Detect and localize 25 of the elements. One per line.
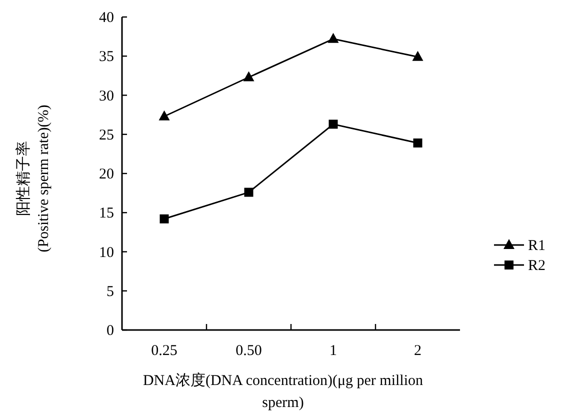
y-tick-label: 25 <box>99 127 114 144</box>
point <box>243 71 254 82</box>
point <box>244 188 254 197</box>
point <box>160 214 169 224</box>
x-tick-label: 0.25 <box>151 343 178 359</box>
y-tick-label: 15 <box>99 206 114 222</box>
y-tick-label: 35 <box>99 49 114 66</box>
point <box>328 120 338 129</box>
y-tick-label: 10 <box>99 244 114 261</box>
x-tick-label: 0.50 <box>236 343 262 359</box>
y-axis-title: 阳性精子率 (Positive sperm rate)(%) <box>15 104 52 252</box>
y-tick-label: 5 <box>106 284 114 300</box>
legend-label: R2 <box>528 258 546 274</box>
y-tick-label: 20 <box>99 166 114 182</box>
point <box>328 32 339 43</box>
point <box>413 138 422 148</box>
y-tick-label: 30 <box>99 88 114 104</box>
x-tick-label: 1 <box>330 343 337 359</box>
point <box>158 110 170 120</box>
point <box>412 50 424 61</box>
x-axis-title: DNA浓度(DNA concentration)(μg per million sperm) <box>142 372 424 411</box>
y-tick-label: 40 <box>99 10 114 26</box>
legend-label: R1 <box>528 238 546 254</box>
x-tick-label: 2 <box>414 343 422 359</box>
y-tick-label: 0 <box>106 323 114 339</box>
